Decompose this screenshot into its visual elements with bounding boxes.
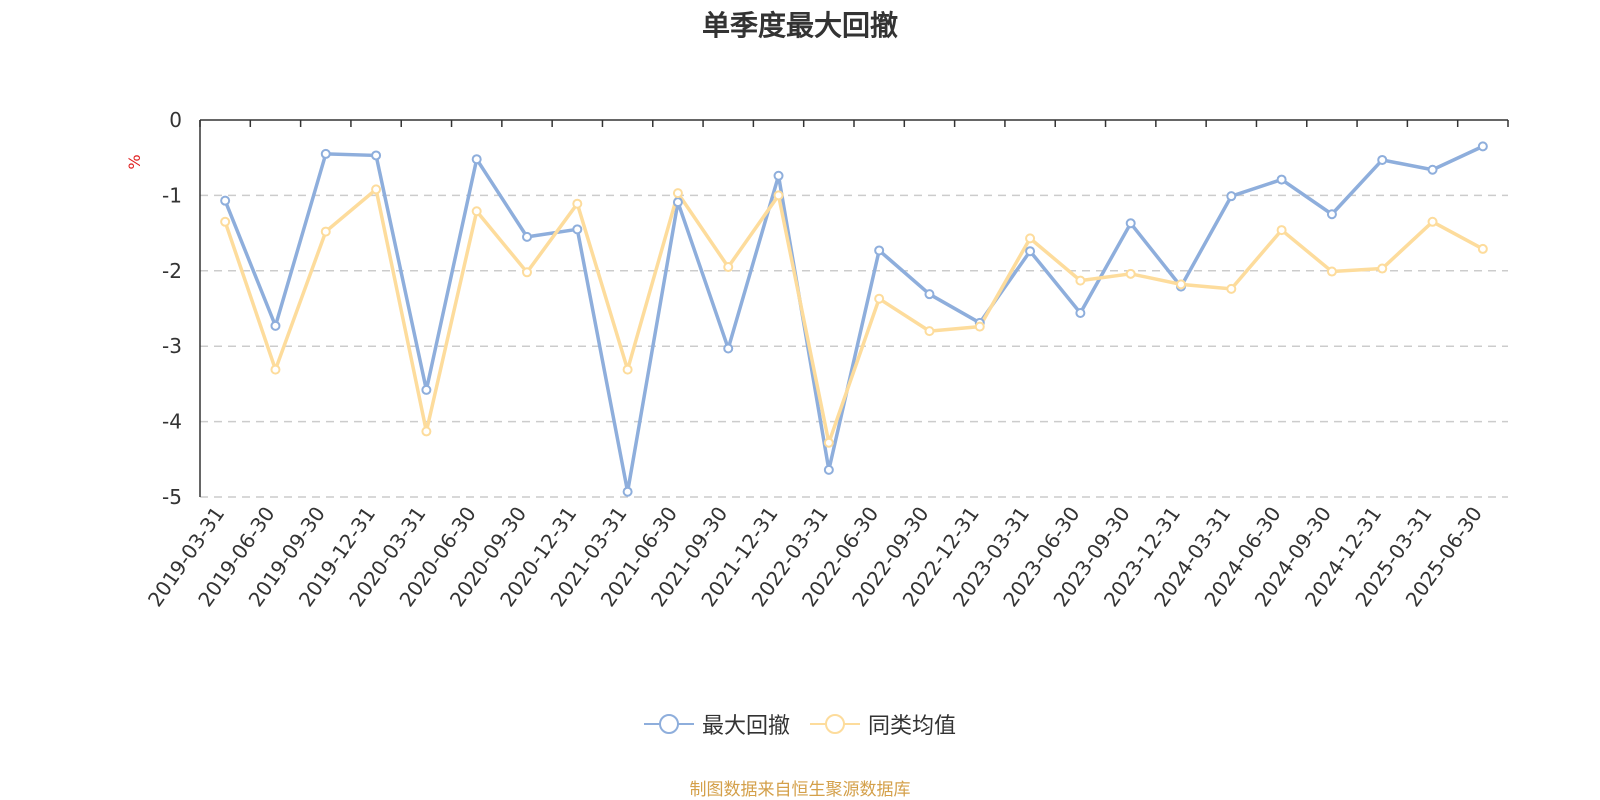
data-point: [1025, 246, 1036, 257]
data-point: [1427, 216, 1438, 227]
data-point: [672, 188, 683, 199]
data-point: [471, 206, 482, 217]
data-point: [723, 343, 734, 354]
y-tick-label: 0: [169, 108, 182, 132]
data-point: [1276, 174, 1287, 185]
data-point: [220, 216, 231, 227]
data-point: [723, 262, 734, 273]
series-lines: [220, 141, 1488, 497]
data-point: [1226, 283, 1237, 294]
data-point: [924, 289, 935, 300]
data-point: [270, 320, 281, 331]
data-point: [1276, 225, 1287, 236]
data-point: [672, 197, 683, 208]
y-tick-label: -2: [162, 259, 182, 283]
data-point: [622, 486, 633, 497]
grid-lines: [200, 194, 1508, 498]
data-point: [320, 226, 331, 237]
y-tick-label: -4: [162, 410, 182, 434]
data-point: [270, 364, 281, 375]
data-point: [1075, 275, 1086, 286]
y-tick-label: -3: [162, 334, 182, 358]
data-point: [1477, 141, 1488, 152]
data-point: [371, 150, 382, 161]
data-point: [1377, 263, 1388, 274]
data-point: [371, 184, 382, 195]
data-point: [1125, 268, 1136, 279]
data-point: [773, 170, 784, 181]
data-point: [1477, 243, 1488, 254]
y-tick-label: -5: [162, 485, 182, 509]
legend-marker-icon: [810, 714, 860, 734]
data-point: [572, 198, 583, 209]
data-point: [320, 148, 331, 159]
data-point: [220, 195, 231, 206]
legend-item-peer-average[interactable]: 同类均值: [810, 708, 956, 740]
data-point: [823, 437, 834, 448]
axes: 0-1-2-3-4-52019-03-312019-06-302019-09-3…: [125, 108, 1509, 611]
data-point: [874, 245, 885, 256]
data-point: [874, 293, 885, 304]
series-line: [223, 187, 1484, 445]
legend-marker-icon: [643, 714, 694, 734]
data-point: [1427, 164, 1438, 175]
data-point: [924, 326, 935, 337]
source-note: 制图数据来自恒生聚源数据库: [689, 780, 911, 800]
data-point: [1377, 154, 1388, 165]
legend-item-max-drawdown[interactable]: 最大回撤: [643, 708, 790, 740]
data-point: [1176, 279, 1186, 290]
data-point: [1326, 266, 1337, 277]
legend: 最大回撤 同类均值: [0, 708, 1600, 740]
data-point: [1025, 233, 1036, 244]
data-point: [421, 426, 432, 437]
data-point: [823, 464, 834, 475]
data-point: [522, 231, 532, 242]
series-line: [223, 144, 1484, 494]
data-point: [974, 321, 985, 332]
data-point: [1075, 308, 1086, 319]
data-point: [522, 267, 532, 278]
data-point: [773, 190, 784, 201]
data-point: [622, 364, 633, 375]
legend-label: 同类均值: [868, 714, 957, 739]
legend-label: 最大回撤: [701, 714, 790, 739]
data-point: [1226, 191, 1237, 202]
data-point: [471, 154, 482, 165]
chart-title: 单季度最大回撤: [701, 9, 898, 42]
data-point: [572, 224, 583, 235]
data-point: [421, 384, 432, 395]
y-tick-label: -1: [162, 183, 182, 207]
data-point: [1326, 209, 1337, 220]
y-axis-unit-label: %: [125, 154, 144, 169]
data-point: [1125, 218, 1136, 229]
